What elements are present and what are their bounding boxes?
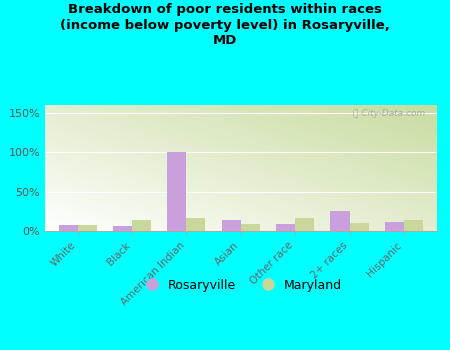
Bar (58, 225, 77, 231)
Bar (404, 220, 423, 231)
Bar (350, 223, 369, 231)
Bar (222, 220, 241, 231)
Bar (186, 218, 205, 231)
Bar (330, 211, 350, 231)
Bar (385, 222, 404, 231)
Bar (276, 224, 295, 231)
Bar (113, 226, 132, 231)
Bar (295, 218, 314, 231)
Bar (132, 220, 151, 231)
Legend: Rosaryville, Maryland: Rosaryville, Maryland (136, 275, 346, 295)
Bar (241, 224, 260, 231)
Text: ⓘ City-Data.com: ⓘ City-Data.com (352, 109, 425, 118)
Bar (167, 152, 186, 231)
Text: Breakdown of poor residents within races
(income below poverty level) in Rosaryv: Breakdown of poor residents within races… (60, 4, 390, 47)
Bar (77, 225, 97, 231)
